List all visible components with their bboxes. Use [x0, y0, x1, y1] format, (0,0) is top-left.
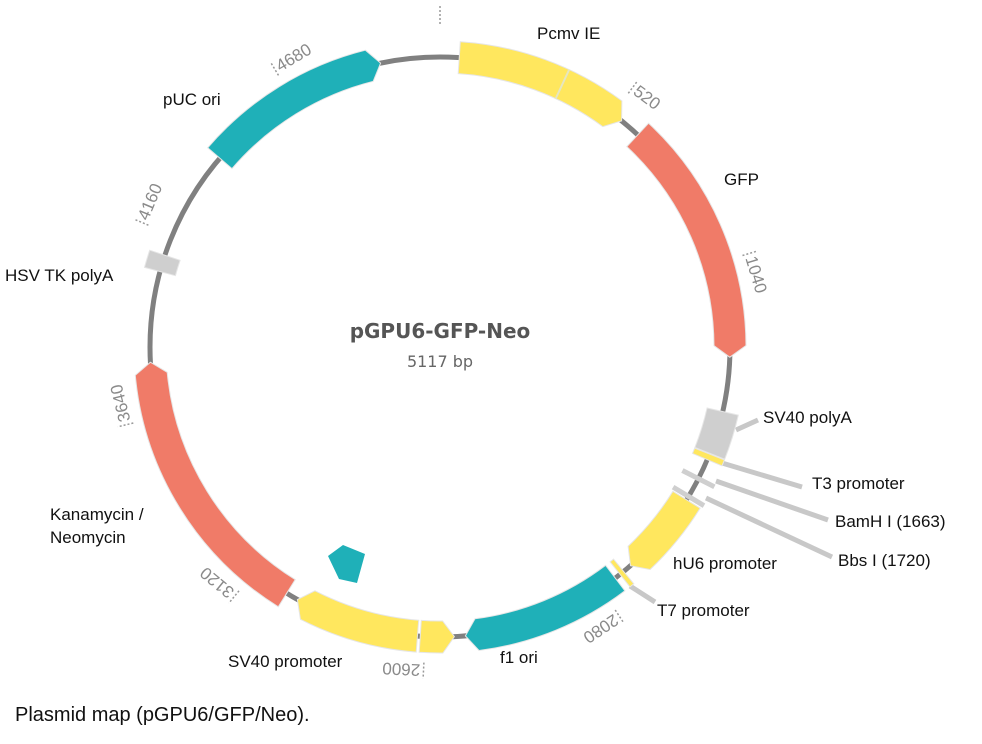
label-kanamycin: Kanamycin /	[50, 505, 144, 524]
label-pcmv-ie: Pcmv IE	[537, 24, 601, 43]
feature-sv40-polya	[694, 407, 739, 460]
feature-hsv-tk-polya	[143, 249, 181, 277]
tick-mark	[614, 609, 625, 624]
label-t3-promoter: T3 promoter	[812, 474, 905, 493]
tick-label: 3640	[107, 383, 135, 424]
leader-t7	[628, 583, 657, 605]
tick-mark	[133, 218, 149, 226]
plasmid-name: pGPU6-GFP-Neo	[349, 319, 531, 343]
tick-mark	[117, 422, 134, 428]
tick-label: 2600	[382, 658, 421, 679]
plasmid-size: 5117 bp	[406, 352, 474, 371]
teal-pentagon-marker	[328, 545, 365, 583]
feature-unnamed	[418, 619, 456, 654]
label-gfp: GFP	[724, 170, 759, 189]
leader-lines	[628, 417, 834, 605]
site-bbsi	[671, 484, 706, 508]
feature-divider	[554, 69, 571, 100]
label-bbsi: Bbs I (1720)	[838, 551, 931, 570]
features	[134, 41, 747, 654]
feature-pcmv-ie	[457, 41, 623, 128]
feature-f1-ori	[464, 564, 626, 652]
site-bamhi	[681, 468, 716, 490]
feature-t7-promoter	[609, 558, 635, 588]
label-sv40-promoter: SV40 promoter	[228, 652, 343, 671]
label-hu6-promoter: hU6 promoter	[673, 554, 777, 573]
leader-bbsi	[704, 495, 834, 560]
leader-t3	[721, 460, 803, 490]
tick-mark	[742, 250, 759, 257]
figure-caption: Plasmid map (pGPU6/GFP/Neo).	[15, 704, 310, 726]
feature-sv40-promoter	[296, 590, 420, 653]
feature-hu6-promoter	[627, 490, 701, 571]
leader-sv40-polya	[734, 417, 760, 433]
label-hsv-tk-polya: HSV TK polyA	[5, 266, 114, 285]
label-neomycin: Neomycin	[50, 528, 126, 547]
tick-label: 1040	[741, 254, 770, 296]
tick-mark	[627, 79, 639, 94]
tick-mark	[422, 662, 425, 679]
leader-bamhi	[715, 478, 829, 523]
feature-puc-ori	[206, 49, 382, 170]
label-puc-ori: pUC ori	[163, 90, 221, 109]
feature-kanamycin-neomycin	[134, 361, 296, 608]
tick-mark	[269, 61, 280, 76]
feature-gfp	[626, 122, 747, 358]
tick-label: 520	[630, 82, 664, 114]
tick-label: 4160	[134, 181, 166, 223]
label-f1-ori: f1 ori	[500, 648, 538, 667]
label-sv40-polya: SV40 polyA	[763, 408, 852, 427]
label-t7-promoter: T7 promoter	[657, 601, 750, 620]
label-bamhi: BamH I (1663)	[835, 512, 946, 531]
tick-mark	[228, 590, 240, 604]
restriction-sites	[671, 468, 716, 508]
feature-t3-promoter	[691, 447, 726, 467]
